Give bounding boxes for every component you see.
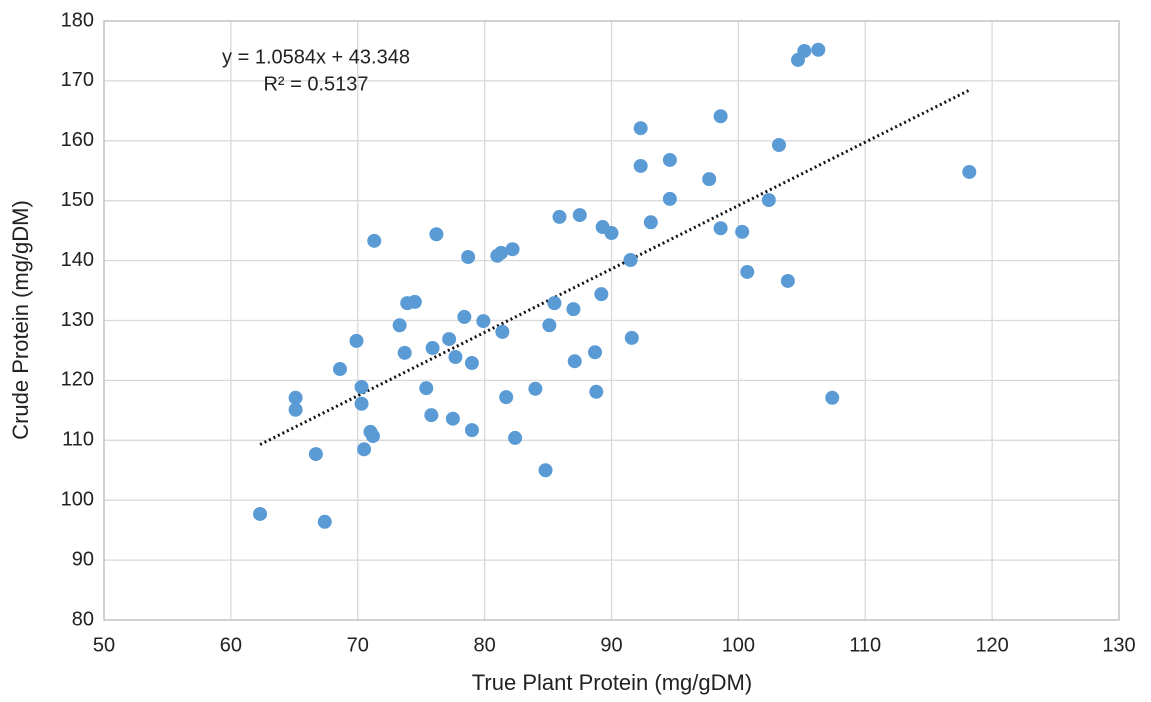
point [508,430,523,445]
point [424,408,439,423]
point [633,158,648,173]
point [253,506,268,521]
point [740,264,755,279]
point [448,350,463,365]
point [308,447,323,462]
point [476,314,491,329]
point [771,137,786,152]
point [288,402,303,417]
y-tick-label: 140 [61,249,94,271]
point [349,333,364,348]
y-tick-label: 110 [62,429,94,451]
point [365,429,380,444]
point [588,345,603,360]
x-tick-label: 60 [220,634,242,656]
point [566,302,581,317]
point [589,384,604,399]
x-tick-label: 120 [975,634,1008,656]
point [633,121,648,136]
point [332,362,347,377]
point [572,208,587,223]
point [662,191,677,206]
y-tick-label: 100 [61,488,94,510]
point [317,514,332,529]
point [397,345,412,360]
point [594,287,609,302]
y-tick-label: 80 [72,608,94,630]
point [702,172,717,187]
point [623,253,638,268]
trendline [259,88,970,446]
x-tick-label: 100 [722,634,755,656]
point [419,381,434,396]
point [811,42,826,57]
point [464,356,479,371]
point [354,379,369,394]
point [662,152,677,167]
x-tick-label: 70 [347,634,369,656]
x-axis-label: True Plant Protein (mg/gDM) [472,670,752,695]
point [442,332,457,347]
y-tick-label: 120 [61,369,94,391]
point [761,193,776,208]
point [357,442,372,457]
point [429,227,444,242]
point [505,242,520,257]
point [538,463,553,478]
point [494,245,509,260]
point [499,390,514,405]
y-tick-label: 90 [72,548,94,570]
point [604,226,619,241]
point [461,250,476,265]
point [780,273,795,288]
point [624,330,639,345]
point [392,318,407,333]
point [464,423,479,438]
point [713,109,728,124]
y-axis-label: Crude Protein (mg/gDM) [8,200,33,440]
x-tick-label: 130 [1102,634,1135,656]
point [542,318,557,333]
point [962,164,977,179]
trendline-r-squared: R² = 0.5137 [263,73,368,95]
x-tick-label: 50 [93,634,115,656]
y-tick-label: 170 [61,69,94,91]
point [425,341,440,356]
point [445,411,460,426]
point [354,396,369,411]
point [643,215,658,230]
point [457,309,472,324]
point [552,209,567,224]
trendline-equation: y = 1.0584x + 43.348 [222,46,410,68]
point [547,296,562,311]
point [367,233,382,248]
point [407,294,422,309]
plot-border [103,20,1120,621]
point [495,324,510,339]
x-tick-label: 90 [600,634,622,656]
y-tick-label: 180 [61,9,94,31]
x-tick-label: 110 [849,634,881,656]
y-tick-label: 160 [61,129,94,151]
point [288,390,303,405]
point [825,390,840,405]
point [528,381,543,396]
y-tick-label: 150 [61,189,94,211]
x-tick-label: 80 [474,634,496,656]
point [713,221,728,236]
point [735,224,750,239]
point [567,354,582,369]
y-tick-label: 130 [61,309,94,331]
point [797,43,812,58]
